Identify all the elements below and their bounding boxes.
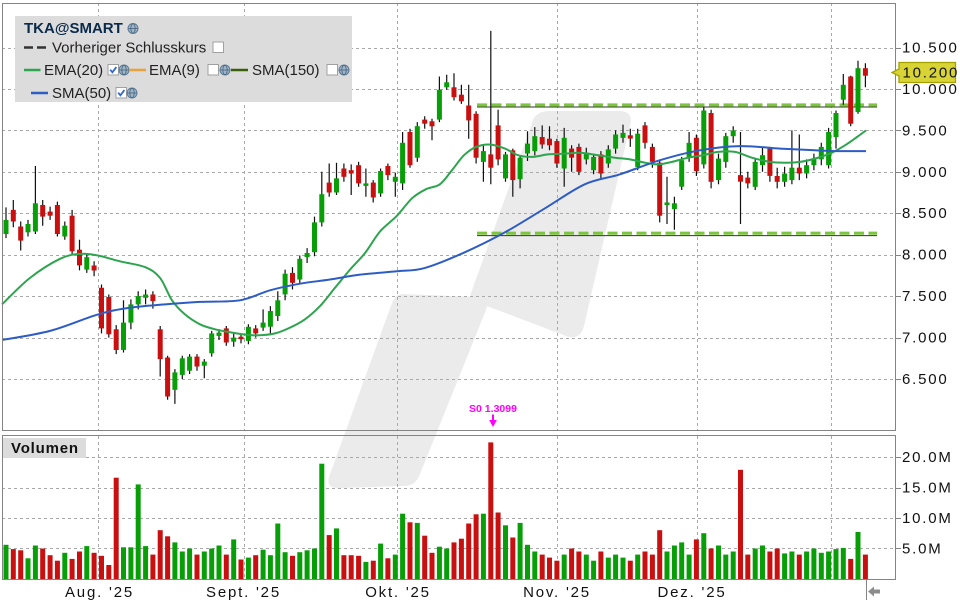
svg-text:9.000: 9.000 <box>902 164 949 181</box>
svg-text:EMA(20): EMA(20) <box>44 62 103 79</box>
svg-text:Okt. '25: Okt. '25 <box>365 584 431 600</box>
svg-text:Aug. '25: Aug. '25 <box>65 584 134 600</box>
svg-text:SMA(150): SMA(150) <box>252 62 320 79</box>
svg-text:S0 1.3099: S0 1.3099 <box>469 403 517 415</box>
svg-text:Volumen: Volumen <box>11 440 79 457</box>
svg-text:7.500: 7.500 <box>902 288 949 305</box>
svg-text:6.500: 6.500 <box>902 371 949 388</box>
svg-text:EMA(9): EMA(9) <box>149 62 200 79</box>
svg-text:10.500: 10.500 <box>902 40 959 57</box>
svg-text:10.0M: 10.0M <box>902 510 953 527</box>
svg-text:8.000: 8.000 <box>902 247 949 264</box>
svg-text:Vorheriger Schlusskurs: Vorheriger Schlusskurs <box>52 40 206 57</box>
svg-text:5.0M: 5.0M <box>902 541 943 558</box>
svg-text:15.0M: 15.0M <box>902 480 953 497</box>
svg-text:Sept. '25: Sept. '25 <box>206 584 281 600</box>
svg-text:Dez. '25: Dez. '25 <box>658 584 727 600</box>
svg-text:20.0M: 20.0M <box>902 449 953 466</box>
svg-text:7.000: 7.000 <box>902 330 949 347</box>
svg-text:SMA(50): SMA(50) <box>52 85 111 102</box>
svg-text:Nov. '25: Nov. '25 <box>523 584 591 600</box>
svg-text:10.200: 10.200 <box>903 65 960 82</box>
svg-text:8.500: 8.500 <box>902 205 949 222</box>
svg-text:TKA@SMART: TKA@SMART <box>24 20 123 37</box>
svg-text:10.000: 10.000 <box>902 81 959 98</box>
svg-text:9.500: 9.500 <box>902 122 949 139</box>
